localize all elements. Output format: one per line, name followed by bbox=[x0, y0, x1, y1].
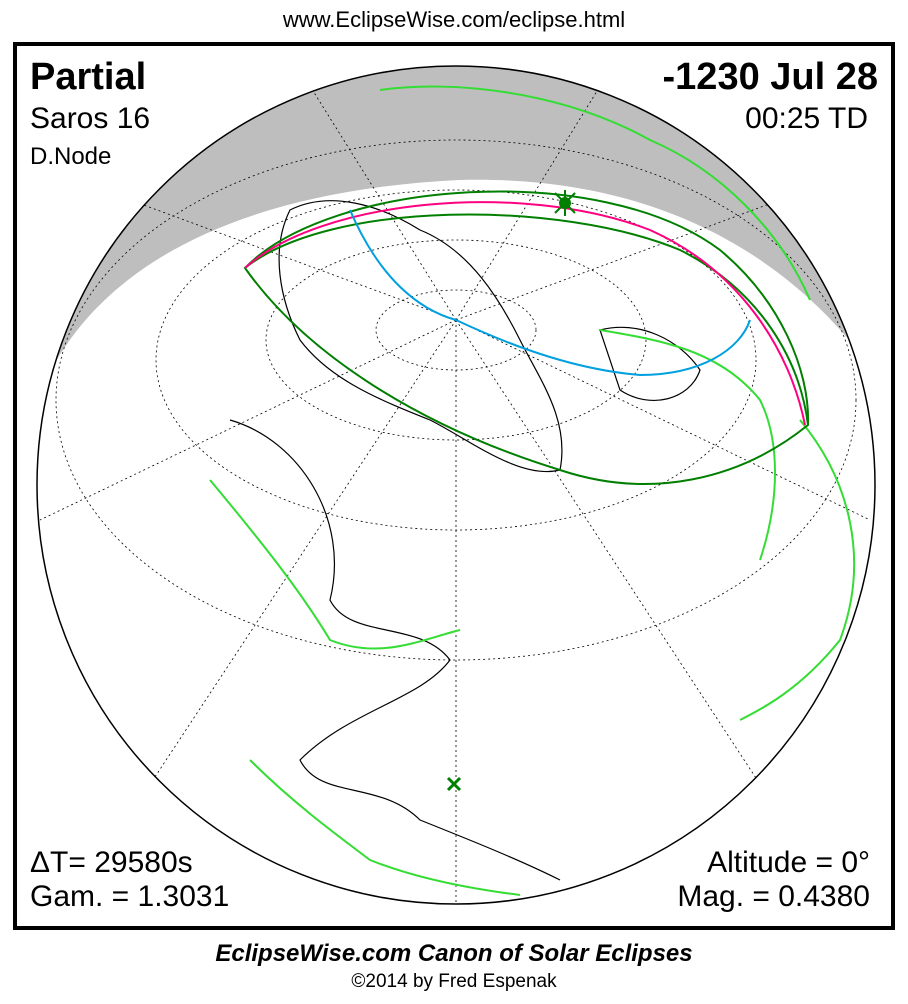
footer-copyright: ©2014 by Fred Espenak bbox=[351, 971, 557, 992]
gamma: Gam. = 1.3031 bbox=[30, 880, 230, 913]
saros-number: Saros 16 bbox=[30, 102, 151, 135]
node: D.Node bbox=[30, 143, 112, 170]
delta-t: ΔT= 29580s bbox=[30, 846, 193, 879]
eclipse-path-inner bbox=[244, 213, 809, 426]
max-eclipse-curve bbox=[244, 201, 806, 426]
political-borders bbox=[209, 85, 856, 896]
footer-title: EclipseWise.com Canon of Solar Eclipses bbox=[215, 940, 693, 967]
midline-curve bbox=[349, 209, 751, 377]
sub-solar-x-icon bbox=[446, 776, 462, 792]
greatest-eclipse-star-icon bbox=[554, 190, 576, 216]
altitude: Altitude = 0° bbox=[707, 846, 870, 879]
eclipse-date: -1230 Jul 28 bbox=[662, 56, 878, 98]
magnitude: Mag. = 0.4380 bbox=[677, 880, 870, 913]
site-url: www.EclipseWise.com/eclipse.html bbox=[282, 7, 626, 32]
graticule bbox=[39, 69, 871, 904]
eclipse-time: 00:25 TD bbox=[745, 102, 868, 135]
eclipse-type: Partial bbox=[30, 56, 147, 98]
map-frame bbox=[13, 42, 895, 930]
night-region bbox=[37, 66, 875, 420]
